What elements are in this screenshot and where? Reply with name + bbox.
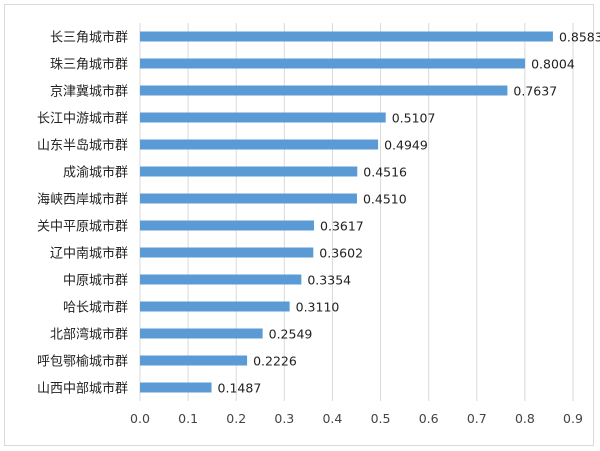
x-tick-label: 0.5 bbox=[371, 411, 391, 426]
value-label: 0.4949 bbox=[384, 138, 428, 153]
value-label: 0.7637 bbox=[513, 84, 557, 99]
value-label: 0.3110 bbox=[296, 300, 340, 315]
value-label: 0.2226 bbox=[253, 354, 297, 369]
bar bbox=[140, 274, 302, 285]
category-label: 北部湾城市群 bbox=[50, 327, 128, 343]
bar bbox=[140, 301, 290, 312]
value-label: 0.1487 bbox=[218, 381, 262, 396]
x-tick-label: 0.6 bbox=[419, 411, 439, 426]
bar bbox=[140, 355, 248, 366]
bar bbox=[140, 247, 314, 258]
bar bbox=[140, 193, 357, 204]
category-label: 哈长城市群 bbox=[63, 300, 128, 316]
value-label: 0.3617 bbox=[320, 219, 364, 234]
bar bbox=[140, 328, 263, 339]
category-label: 成渝城市群 bbox=[63, 165, 128, 181]
value-label: 0.3602 bbox=[319, 246, 363, 261]
x-tick-label: 0.1 bbox=[178, 411, 198, 426]
category-label: 京津冀城市群 bbox=[50, 84, 128, 100]
x-tick-label: 0.2 bbox=[226, 411, 246, 426]
bar bbox=[140, 166, 358, 177]
value-label: 0.3354 bbox=[307, 273, 351, 288]
category-label: 关中平原城市群 bbox=[37, 219, 128, 235]
category-label: 辽中南城市群 bbox=[50, 246, 128, 262]
value-labels: 0.8583 0.8004 0.7637 0.5107 0.4949 0.4516 0.45… bbox=[218, 30, 600, 396]
category-label: 山东半岛城市群 bbox=[37, 138, 128, 154]
x-tick-label: 0.7 bbox=[467, 411, 487, 426]
value-label: 0.8583 bbox=[559, 30, 600, 45]
x-axis-ticks: 0.0 0.1 0.2 0.3 0.4 0.5 0.6 0.7 0.8 0.9 bbox=[130, 411, 583, 426]
bar bbox=[140, 85, 508, 96]
bars bbox=[140, 31, 553, 393]
x-tick-label: 0.9 bbox=[563, 411, 583, 426]
value-label: 0.4510 bbox=[363, 192, 407, 207]
bar bbox=[140, 382, 212, 393]
value-label: 0.4516 bbox=[363, 165, 407, 180]
category-label: 呼包鄂榆城市群 bbox=[37, 354, 128, 370]
category-label: 山西中部城市群 bbox=[37, 381, 128, 397]
category-label: 珠三角城市群 bbox=[50, 57, 128, 73]
category-label: 长江中游城市群 bbox=[37, 111, 128, 127]
x-tick-label: 0.0 bbox=[130, 411, 150, 426]
x-tick-label: 0.4 bbox=[322, 411, 342, 426]
category-label: 长三角城市群 bbox=[50, 30, 128, 46]
bar bbox=[140, 139, 379, 150]
value-label: 0.8004 bbox=[531, 57, 575, 72]
bar bbox=[140, 220, 315, 231]
bar bbox=[140, 31, 553, 42]
value-label: 0.5107 bbox=[392, 111, 436, 126]
x-tick-label: 0.8 bbox=[515, 411, 535, 426]
bar bbox=[140, 58, 526, 69]
category-labels: 长三角城市群珠三角城市群京津冀城市群长江中游城市群山东半岛城市群成渝城市群海峡西… bbox=[37, 30, 128, 397]
x-tick-label: 0.3 bbox=[274, 411, 294, 426]
category-label: 海峡西岸城市群 bbox=[37, 192, 128, 208]
category-label: 中原城市群 bbox=[63, 273, 128, 289]
value-label: 0.2549 bbox=[269, 327, 313, 342]
bar bbox=[140, 112, 386, 123]
gridlines bbox=[139, 23, 574, 401]
